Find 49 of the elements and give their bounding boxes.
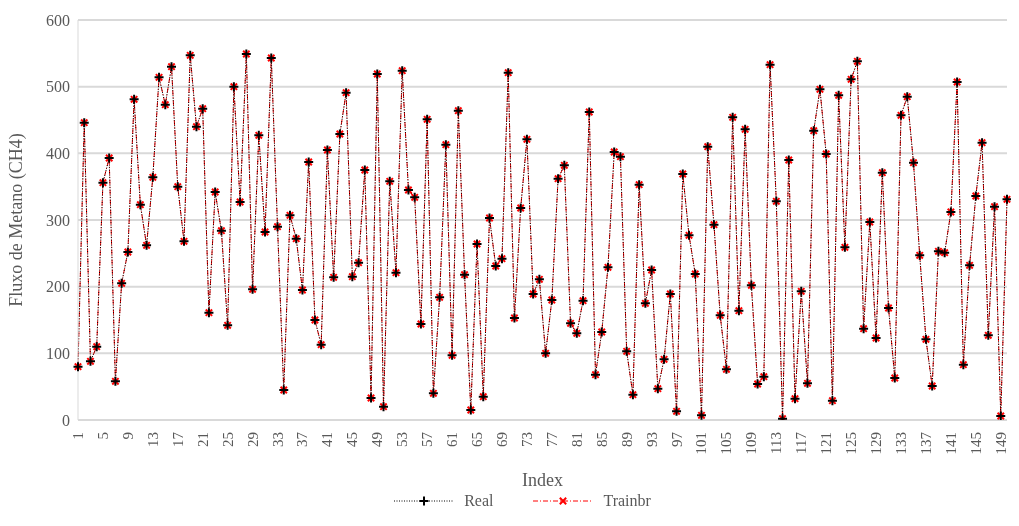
x-tick-label: 125 (843, 432, 860, 455)
x-tick-label: 73 (518, 432, 535, 447)
x-tick-label: 57 (419, 431, 436, 447)
x-tick-label: 1 (70, 432, 86, 440)
y-tick-label: 500 (46, 78, 70, 96)
x-tick-label: 53 (394, 432, 411, 447)
x-tick-label: 109 (743, 432, 760, 455)
y-tick-label: 300 (46, 211, 70, 229)
x-tick-label: 25 (219, 432, 236, 447)
x-tick-label: 13 (144, 432, 161, 447)
x-tick-label: 65 (469, 432, 486, 447)
x-tick-label: 61 (444, 432, 461, 447)
x-tick-label: 97 (668, 431, 685, 447)
x-tick-label: 101 (693, 432, 710, 455)
x-tick-label: 77 (543, 431, 560, 447)
x-tick-label: 145 (967, 432, 984, 455)
x-tick-label: 45 (344, 432, 361, 447)
x-tick-label: 141 (942, 432, 959, 455)
y-tick-label: 400 (46, 145, 70, 163)
x-tick-label: 37 (294, 431, 311, 447)
x-tick-label: 85 (593, 432, 610, 447)
y-tick-label: 600 (46, 11, 70, 29)
x-tick-label: 29 (244, 432, 261, 447)
y-axis-title: Fluxo de Metano (CH4) (6, 133, 28, 307)
x-tick-label: 81 (568, 432, 585, 447)
x-tick-label: 113 (768, 432, 785, 454)
legend-label: Trainbr (603, 492, 651, 510)
x-tick-label: 137 (917, 431, 934, 455)
x-axis-title: Index (522, 470, 563, 490)
x-tick-label: 9 (119, 432, 136, 440)
x-tick-label: 133 (893, 432, 910, 455)
y-tick-label: 0 (62, 411, 70, 429)
x-tick-label: 21 (194, 432, 211, 447)
y-tick-label: 100 (46, 345, 70, 363)
x-tick-label: 33 (269, 432, 286, 447)
x-tick-label: 105 (718, 432, 735, 455)
x-tick-label: 89 (618, 432, 635, 447)
x-tick-label: 49 (369, 432, 386, 447)
legend-label: Real (464, 492, 494, 510)
x-tick-label: 69 (493, 432, 510, 447)
x-tick-label: 93 (643, 432, 660, 447)
x-tick-label: 41 (319, 432, 336, 447)
x-tick-label: 129 (868, 432, 885, 455)
x-tick-label: 121 (818, 432, 835, 455)
x-tick-label: 149 (992, 432, 1009, 455)
y-tick-label: 200 (46, 278, 70, 296)
x-tick-label: 117 (793, 431, 810, 454)
x-tick-label: 17 (169, 431, 186, 447)
x-tick-label: 5 (94, 432, 111, 440)
